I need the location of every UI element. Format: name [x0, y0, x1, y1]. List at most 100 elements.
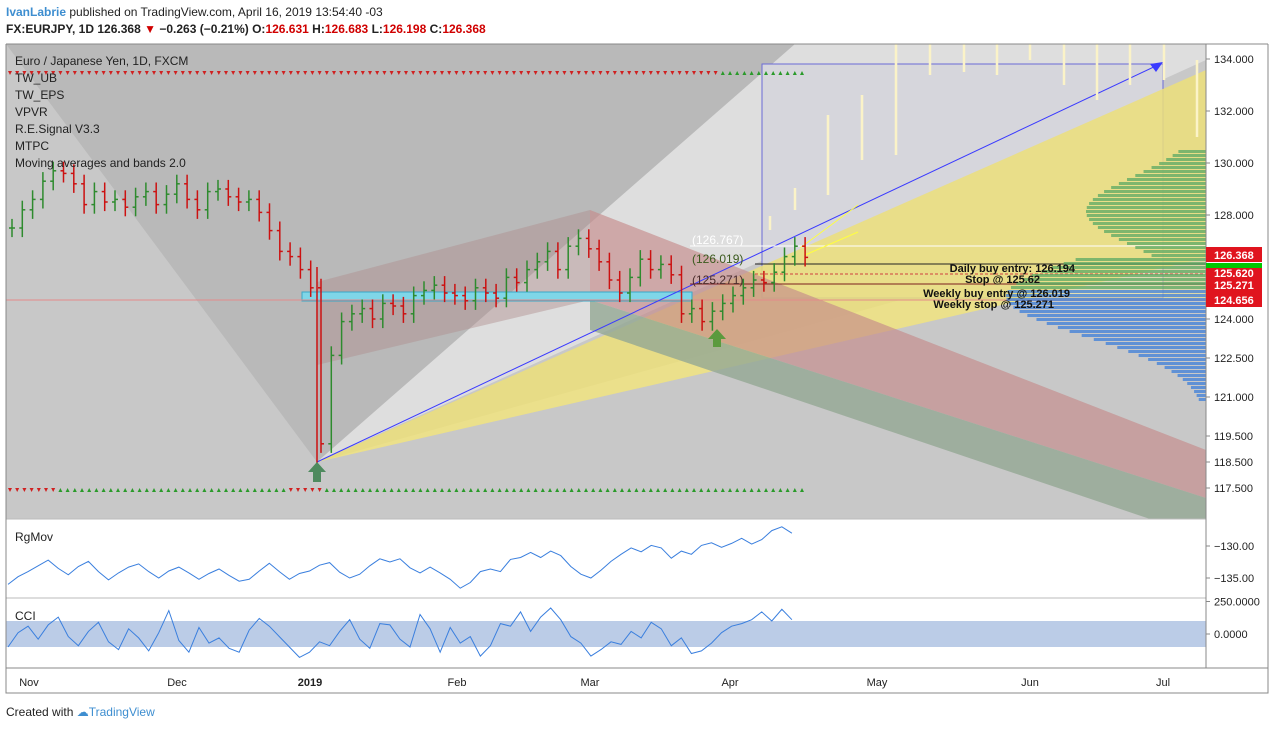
drawings-layer: [6, 44, 1206, 519]
yellow-fan: [317, 70, 1206, 462]
open-value: 126.631: [265, 22, 309, 36]
signal-triangle: [627, 488, 632, 492]
author-link[interactable]: IvanLabrie: [6, 5, 67, 19]
signal-triangle: [368, 71, 372, 75]
signal-triangle: [267, 71, 272, 75]
volume-bar: [1007, 290, 1206, 293]
cci-line: [7, 607, 793, 659]
price-tag: [1206, 247, 1262, 262]
signal-triangle: [483, 71, 488, 75]
signal-triangle: [101, 71, 106, 75]
tradingview-logo-icon[interactable]: ☁: [76, 705, 89, 719]
signal-triangle: [728, 488, 732, 492]
volume-bar: [1009, 302, 1206, 305]
signal-triangle: [317, 488, 322, 492]
signal-triangle: [526, 488, 531, 492]
rgmov-line: [7, 526, 793, 589]
yellow-arrow-2: [804, 231, 859, 256]
signal-triangle: [332, 488, 336, 492]
signal-triangle: [641, 488, 646, 492]
low-value: 126.198: [382, 22, 427, 36]
signal-triangle: [94, 488, 99, 492]
signal-triangle: [720, 488, 725, 492]
signal-triangle: [706, 71, 711, 75]
signal-triangle: [108, 488, 113, 492]
time-tick-label: 2019: [298, 677, 322, 689]
signal-triangle: [288, 488, 293, 492]
signal-triangle: [108, 71, 113, 75]
signal-markers: [8, 71, 804, 492]
published-text: published on TradingView.com, April 16, …: [69, 5, 383, 19]
signal-triangle: [396, 71, 401, 75]
signal-triangle: [346, 488, 351, 492]
rgmov-tick-label: −135.00: [1214, 573, 1254, 585]
signal-triangle: [584, 488, 588, 492]
signal-triangle: [677, 488, 682, 492]
signal-triangle: [252, 71, 257, 75]
signal-triangle: [749, 488, 754, 492]
signal-triangle: [274, 488, 279, 492]
signal-triangle: [476, 488, 480, 492]
signal-triangle: [180, 71, 185, 75]
signal-triangle: [382, 488, 387, 492]
signal-triangle: [562, 488, 567, 492]
volume-bar: [1097, 194, 1206, 197]
signal-triangle: [468, 488, 473, 492]
rising-channel: [317, 210, 590, 365]
cci-tick-label: 250.0000: [1214, 597, 1260, 609]
volume-bar: [1194, 390, 1206, 393]
signal-triangle: [677, 71, 682, 75]
signal-triangle: [29, 71, 34, 75]
signal-triangle: [137, 488, 142, 492]
rgmov-tick-labels: −130.00 −135.00: [1206, 541, 1254, 585]
rgmov-pane: [5, 518, 1207, 599]
signal-triangle: [166, 488, 171, 492]
signal-triangle: [375, 71, 380, 75]
signal-triangle: [195, 488, 200, 492]
signal-triangle: [764, 488, 768, 492]
signal-triangle: [656, 71, 660, 75]
volume-bar: [1117, 346, 1206, 349]
signal-triangle: [404, 71, 408, 75]
signal-triangle: [663, 71, 668, 75]
upper-gray-region: [6, 44, 795, 462]
volume-bar: [1104, 230, 1206, 233]
time-tick-label: Jun: [1021, 677, 1039, 689]
volume-bar: [1086, 210, 1206, 213]
signal-triangle: [706, 488, 711, 492]
signal-triangle: [641, 71, 646, 75]
tradingview-brand-link[interactable]: TradingView: [88, 705, 155, 719]
signal-triangle: [490, 71, 495, 75]
signal-triangle: [648, 71, 653, 75]
signal-triangle: [670, 71, 675, 75]
cci-label: CCI: [15, 609, 36, 623]
signal-triangle: [231, 71, 236, 75]
time-tick-label: Apr: [721, 677, 738, 689]
price-axis[interactable]: [1206, 44, 1268, 668]
volume-bar: [1182, 378, 1206, 381]
legend: Euro / Japanese Yen, 1D, FXCM TW_UB TW_E…: [15, 54, 188, 170]
signal-triangle: [159, 488, 164, 492]
volume-bar: [1063, 262, 1206, 265]
signal-triangle: [310, 488, 315, 492]
signal-triangle: [65, 71, 70, 75]
signal-triangle: [209, 488, 214, 492]
signal-triangle: [15, 71, 20, 75]
volume-bar: [1046, 322, 1206, 325]
signal-triangle: [756, 488, 761, 492]
signal-triangle: [548, 488, 552, 492]
volume-bar: [1143, 170, 1206, 173]
time-tick-label: Jul: [1156, 677, 1170, 689]
time-axis[interactable]: [5, 667, 1269, 694]
signal-triangle: [634, 71, 639, 75]
signal-triangle: [591, 71, 596, 75]
volume-bar: [1086, 206, 1206, 209]
signal-triangle: [389, 488, 394, 492]
volume-bar: [1190, 386, 1206, 389]
support-zone: [301, 291, 693, 302]
volume-bar: [1135, 174, 1206, 177]
signal-triangle: [65, 488, 70, 492]
signal-triangle: [80, 488, 84, 492]
